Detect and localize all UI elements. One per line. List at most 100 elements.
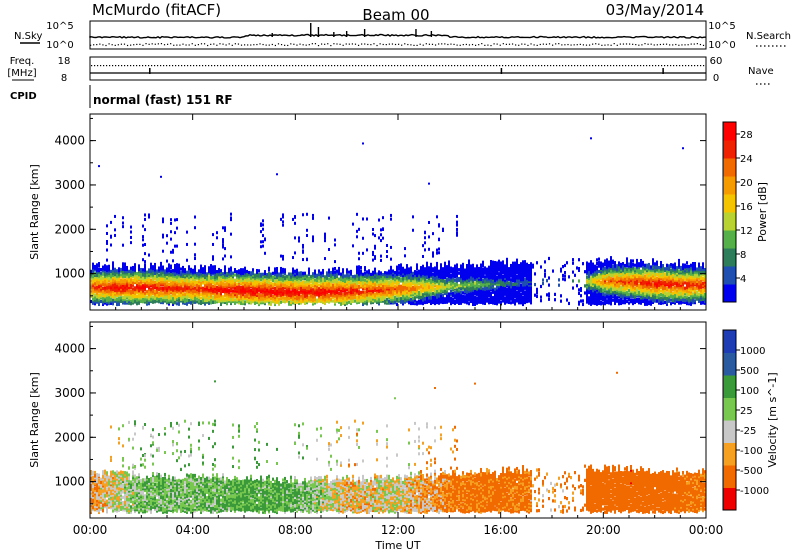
search-noise-dot [284,45,285,46]
search-noise-dot [346,43,347,44]
range-gate-cell-upper [262,223,264,226]
search-noise-dot [241,45,242,46]
range-gate-cell [282,275,284,278]
search-noise-dot [262,44,263,45]
range-gate-cell [188,299,190,302]
search-noise-dot [133,44,134,45]
range-gate-cell [154,263,156,266]
nave-dot [286,65,287,66]
range-gate-cell [422,293,424,296]
range-gate-cell-upper [144,260,146,263]
range-gate-cell [548,283,550,286]
range-gate-cell-upper [358,257,360,260]
range-gate-cell [102,266,104,269]
search-noise-dot [663,44,664,45]
range-gate-cell-upper [374,234,376,237]
range-gate-cell [284,297,286,300]
range-gate-cell [286,275,288,278]
range-gate-cell-upper [130,241,132,244]
range-gate-cell [284,275,286,278]
range-gate-cell-upper [142,258,144,261]
range-gate-cell [468,259,470,262]
search-noise-dot [336,43,337,44]
range-gate-cell [290,273,292,276]
range-gate-cell [330,298,332,301]
search-noise-dot [139,44,140,45]
search-noise-dot [570,44,571,45]
range-gate-cell [234,268,236,271]
range-gate-cell [100,300,102,303]
search-noise-dot [626,43,627,44]
range-gate-cell [578,288,580,291]
range-gate-cell [364,291,366,294]
search-noise-dot [161,43,162,44]
range-gate-cell [546,279,548,282]
range-gate-cell-upper [324,239,326,242]
nave-dot [349,65,350,66]
range-gate-cell [176,263,178,266]
range-gate-cell [386,271,388,274]
range-gate-cell [270,273,272,276]
nave-dot [691,65,692,66]
range-gate-cell-upper [222,226,224,229]
range-gate-cell [492,261,494,264]
nave-dot [442,65,443,66]
range-gate-cell [112,299,114,302]
search-noise-dot [413,45,414,46]
search-noise-dot [453,44,454,45]
range-gate-cell [106,265,108,268]
range-gate-cell [498,272,500,275]
nave-dot [388,65,389,66]
range-gate-cell-upper [212,233,214,236]
range-gate-cell [198,269,200,272]
nave-dot [466,65,467,66]
search-noise-dot [509,44,510,45]
range-gate-cell [474,282,476,285]
search-noise-dot [527,45,528,46]
range-gate-cell [348,271,350,274]
search-noise-dot [638,45,639,46]
range-gate-cell [168,263,170,266]
freq-tick-top: 18 [58,56,71,67]
range-gate-cell-upper [114,228,116,231]
search-noise-dot [90,45,91,46]
range-gate-cell [428,266,430,269]
nave-dot [670,65,671,66]
range-gate-cell-upper [306,234,308,237]
range-gate-cell [304,272,306,275]
range-gate-cell [504,264,506,267]
range-gate-cell [444,279,446,282]
range-gate-cell [176,302,178,305]
range-gate-cell-upper [280,255,282,258]
range-gate-cell [328,293,330,296]
range-gate-cell [262,273,264,276]
range-gate-cell [558,284,560,287]
search-noise-dot [152,43,153,44]
nave-dot [379,65,380,66]
range-gate-cell [178,264,180,267]
range-gate-cell [264,279,266,282]
search-noise-dot [660,44,661,45]
range-gate-cell-upper [334,238,336,241]
range-gate-cell-upper [130,231,132,234]
sky-noise-trace [90,35,706,39]
search-noise-dot [213,43,214,44]
nave-dot [298,65,299,66]
range-gate-cell [268,272,270,275]
range-gate-cell-upper [280,218,282,221]
nave-dot [235,65,236,66]
nave-dot [490,65,491,66]
search-noise-dot [490,45,491,46]
range-gate-cell [236,283,238,286]
range-gate-cell-upper [374,257,376,260]
search-noise-dot [688,44,689,45]
range-gate-cell [160,287,162,290]
range-gate-cell [224,297,226,300]
search-noise-dot [697,43,698,44]
range-gate-cell [252,268,254,271]
nave-dot [661,65,662,66]
range-gate-cell [114,268,116,271]
range-gate-cell [400,297,402,300]
range-gate-cell [168,283,170,286]
